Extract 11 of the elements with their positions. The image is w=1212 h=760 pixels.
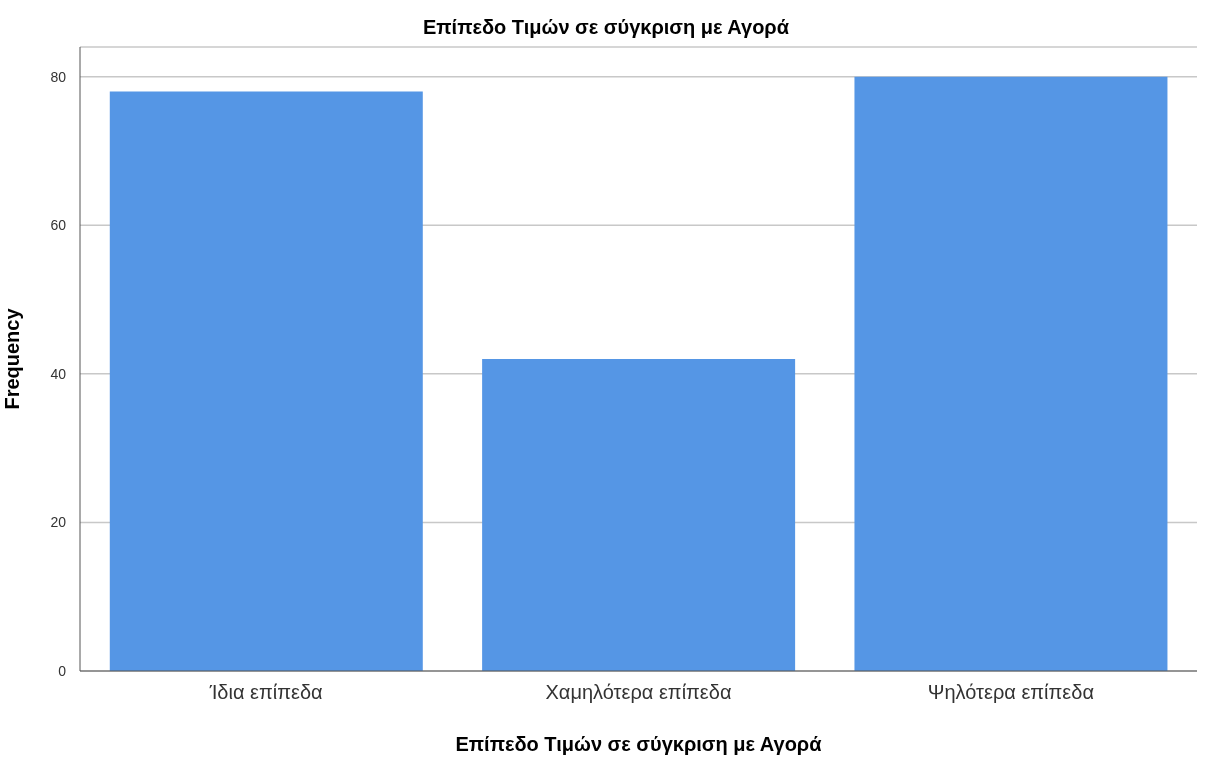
y-tick-label: 20 <box>50 514 67 531</box>
y-axis-title: Frequency <box>1 307 24 410</box>
x-tick-label: Ίδια επίπεδα <box>208 681 323 704</box>
y-tick-label: 80 <box>50 68 67 85</box>
y-tick-label: 0 <box>58 662 67 679</box>
x-axis-title: Επίπεδο Τιμών σε σύγκριση με Αγορά <box>454 733 823 756</box>
y-tick-label: 60 <box>50 217 67 234</box>
x-tick-label: Χαμηλότερα επίπεδα <box>545 681 732 704</box>
y-tick-label: 40 <box>50 365 67 382</box>
chart-title: Επίπεδο Τιμών σε σύγκριση με Αγορά <box>421 16 791 39</box>
x-tick-label: Ψηλότερα επίπεδα <box>927 681 1094 704</box>
